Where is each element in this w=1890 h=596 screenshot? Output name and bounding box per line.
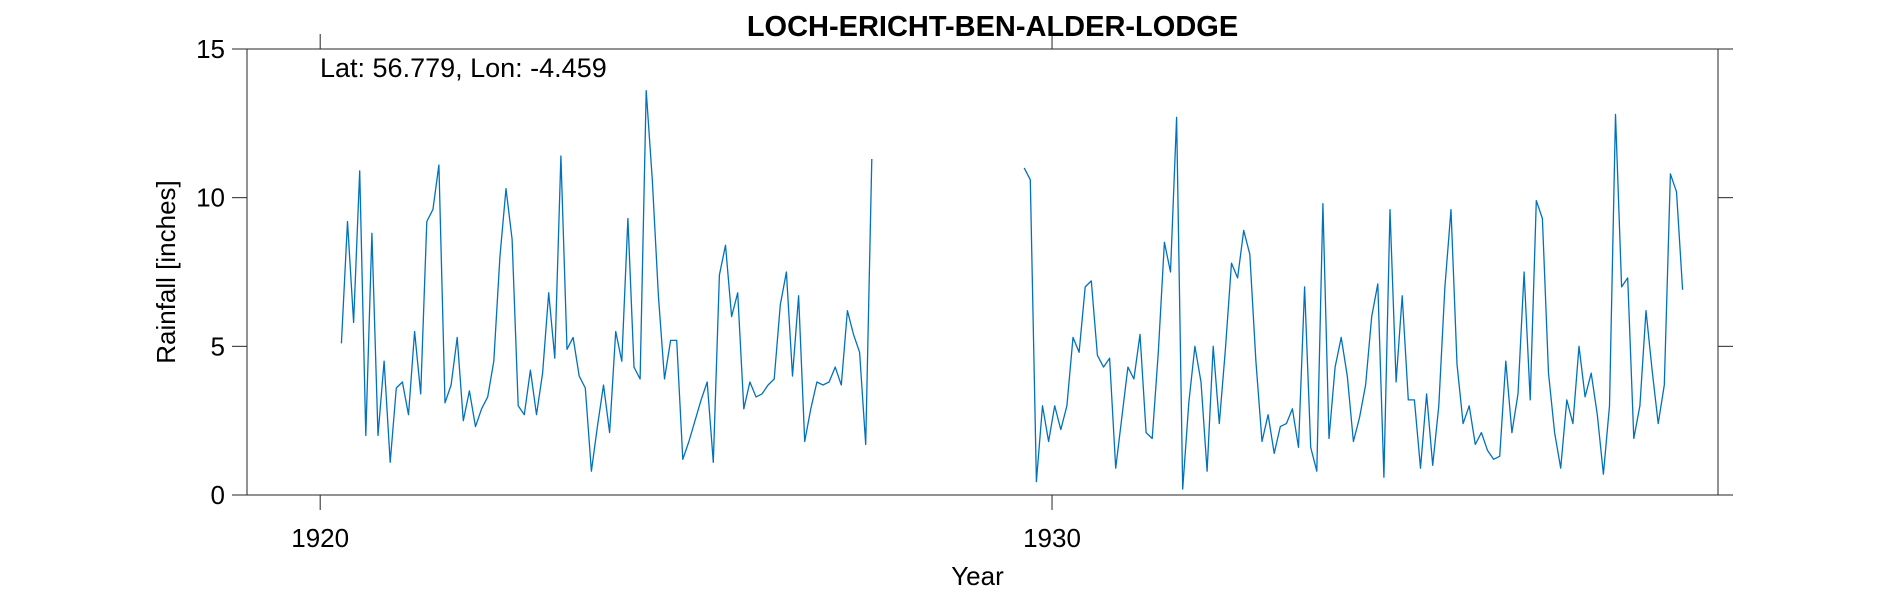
axis-ticks: 0 5 10 15 1920 1930 [196,34,1733,553]
chart-title: LOCH-ERICHT-BEN-ALDER-LODGE [747,11,1238,43]
y-axis-label: Rainfall [inches] [151,180,181,364]
x-axis-label: Year [951,561,1004,591]
y-tick-label: 0 [211,480,225,510]
series-line-rainfall [340,89,1684,490]
axes-box [246,48,1719,496]
y-tick-label: 5 [211,331,225,361]
x-tick-label: 1930 [1023,523,1081,553]
x-tick-label: 1920 [291,523,349,553]
y-tick-label: 10 [196,183,225,213]
y-tick-label: 15 [196,34,225,64]
plot-area: 0 5 10 15 1920 1930 [196,34,1733,553]
location-annotation: Lat: 56.779, Lon: -4.459 [320,53,607,83]
